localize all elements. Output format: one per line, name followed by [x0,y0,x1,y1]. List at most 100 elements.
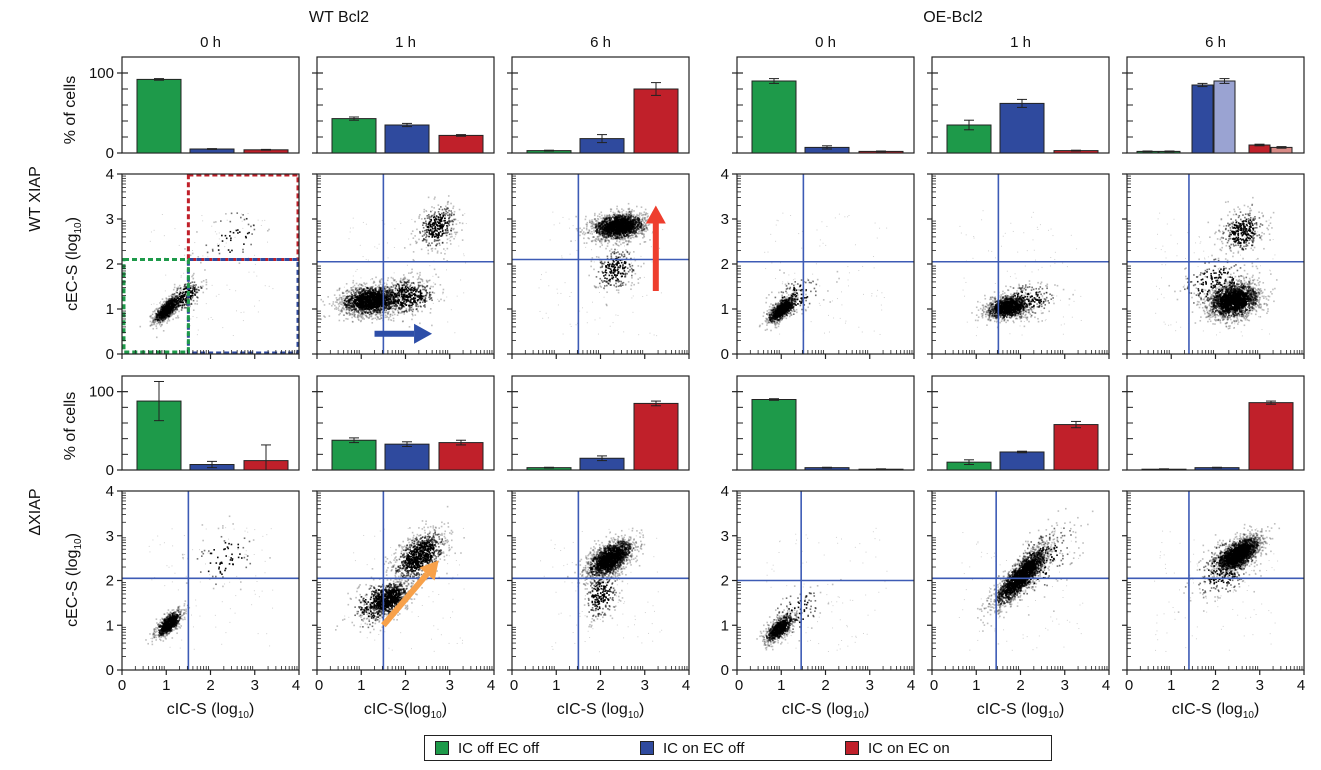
scatter-point [375,290,378,292]
scatter-point [162,305,165,308]
scatter-point [369,304,372,307]
scatter-point [434,229,437,231]
scatter-point [163,314,166,317]
scatter-point [384,299,386,302]
scatter-point [372,289,374,292]
scatter-point [630,212,632,214]
scatter-point [174,303,176,306]
scatter-point [221,234,223,237]
scatter-point [178,297,181,300]
scatter-point [376,318,378,321]
scatter-point [431,236,434,238]
scatter-point [368,288,371,291]
scatter-point [642,237,644,239]
scatter-point [164,312,166,315]
scatter-point [583,237,585,240]
scatter-point [357,284,360,287]
scatter-point [434,221,437,224]
scatter-point [370,315,373,318]
scatter-point [371,293,374,295]
scatter-point [152,321,154,323]
scatter-point [153,229,155,231]
scatter-point [170,308,172,311]
scatter-point [409,299,412,301]
scatter-point [431,230,433,232]
scatter-point [160,314,163,317]
scatter-point [356,299,358,301]
scatter-point [363,282,365,284]
scatter-point [377,306,379,309]
scatter-point [634,235,637,238]
scatter-point [196,231,198,233]
scatter-point [366,287,369,290]
scatter-point [189,282,192,284]
scatter-point [344,297,347,300]
scatter-point [402,302,405,304]
scatter-point [186,304,188,306]
scatter-point [631,231,633,234]
scatter-point [602,222,605,225]
scatter-point [401,286,404,289]
scatter-point [633,216,636,219]
scatter-point [398,290,401,293]
bar-panel [732,56,915,154]
scatter-point [194,302,196,305]
scatter-point [403,247,406,249]
scatter-point [422,288,424,291]
scatter-point [356,302,359,305]
scatter-point [445,210,448,213]
scatter-point [461,229,463,231]
scatter-point [365,300,368,303]
scatter-point [627,218,630,221]
scatter-point [619,215,622,217]
scatter-point [437,228,439,230]
scatter-point [395,307,397,309]
scatter-point [369,290,372,292]
scatter-point [180,275,182,277]
scatter-point [202,220,204,222]
scatter-point [159,316,161,318]
scatter-point [597,239,600,241]
scatter-point [380,288,382,291]
scatter-point [341,311,343,313]
scatter-point [423,208,426,211]
bar-y-label: % of cells [62,392,79,460]
scatter-point [419,322,421,325]
scatter-point [445,234,448,237]
scatter-point [588,237,591,240]
scatter-point [639,232,642,235]
scatter-point [363,292,365,295]
scatter-point [165,274,167,276]
scatter-point [446,203,449,205]
scatter-point [191,249,193,251]
scatter-point [447,214,449,217]
scatter-point [396,283,399,285]
scatter-point [431,291,434,294]
scatter-point [428,296,430,299]
scatter-point [433,216,436,218]
scatter-point [439,218,442,221]
scatter-point [641,219,644,222]
scatter-point [149,240,151,242]
scatter-point [177,295,179,297]
scatter-point [399,293,402,296]
scatter-point [434,217,437,219]
scatter-point [218,238,220,240]
scatter-point [644,225,646,227]
scatter-point [181,301,183,304]
scatter-point [191,281,194,283]
bar-panel [1122,56,1305,154]
scatter-point [405,310,407,312]
scatter-point [347,290,349,293]
scatter-point [409,298,412,300]
scatter-point [448,224,451,227]
scatter-point [183,285,186,288]
scatter-point [357,298,360,301]
scatter-point [611,216,614,219]
scatter-point [160,300,162,302]
scatter-point [374,294,376,297]
scatter-point [433,240,436,243]
scatter-point [347,302,349,304]
scatter-point [627,236,630,239]
scatter-point [152,313,154,315]
